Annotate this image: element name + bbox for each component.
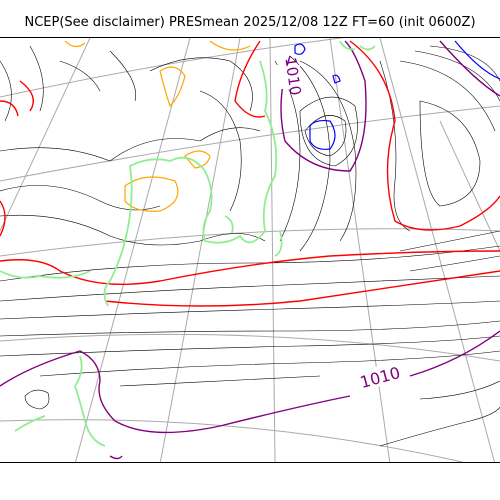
isobar-orange <box>124 176 179 212</box>
longitude-line <box>159 38 241 462</box>
coastlines <box>0 40 376 447</box>
isobar-red <box>349 40 500 231</box>
isobar <box>399 230 500 252</box>
isobar <box>0 45 137 122</box>
chart-title: NCEP(See disclaimer) PRESmean 2025/12/08… <box>24 15 476 30</box>
map-panel: 1010 1010 <box>0 37 500 463</box>
isobar <box>119 375 321 387</box>
isobar <box>199 90 242 212</box>
isobar <box>39 350 500 377</box>
longitude-line <box>269 38 276 462</box>
contour-label-1010: 1010 <box>281 56 304 96</box>
isobar <box>0 275 500 302</box>
isobar <box>299 60 357 242</box>
isobar <box>0 214 266 246</box>
isobar <box>0 185 161 211</box>
isobar-orange <box>184 150 211 169</box>
coastline <box>274 230 283 257</box>
isobars-orange <box>64 40 251 212</box>
latitude-line <box>0 333 500 362</box>
coastline <box>339 40 376 51</box>
longitude-line <box>439 120 500 252</box>
coastline <box>103 60 278 307</box>
isobar <box>399 60 496 132</box>
isobar <box>24 389 50 410</box>
isobar <box>419 100 481 207</box>
isobar-blue <box>332 74 341 84</box>
longitude-line <box>329 38 391 462</box>
isobar-1010 <box>409 330 500 377</box>
isobar-blue <box>294 43 306 55</box>
contour-labels: 1010 1010 <box>272 56 406 392</box>
coastline <box>0 270 91 279</box>
isobar <box>0 245 500 282</box>
coastline <box>74 355 106 447</box>
isobar <box>0 335 500 357</box>
latitude-line <box>0 228 500 257</box>
isobar-red <box>0 80 34 117</box>
pressure-map: 1010 1010 <box>0 38 500 462</box>
isobars-blue <box>294 40 500 150</box>
isobar-red <box>0 200 6 237</box>
isobar-1010 <box>0 350 351 434</box>
isobar <box>149 57 253 112</box>
graticule <box>0 38 500 462</box>
isobar <box>379 396 500 447</box>
latitude-line <box>0 419 465 462</box>
isobar <box>0 127 261 162</box>
coastline <box>224 215 234 234</box>
isobar <box>304 115 347 157</box>
isobar-red <box>234 40 266 118</box>
isobar-orange <box>159 66 186 108</box>
isobar <box>409 255 500 272</box>
isobar <box>299 96 358 167</box>
isobars-red <box>0 40 500 307</box>
isobar-red <box>0 250 500 286</box>
isobar-orange <box>209 40 251 51</box>
isobar-blue <box>454 40 500 80</box>
isobar-blue <box>309 119 336 150</box>
longitude-line <box>379 38 495 462</box>
isobar <box>289 55 331 252</box>
isobar <box>429 45 500 82</box>
isobar <box>0 320 500 337</box>
isobar <box>379 60 411 232</box>
isobar-orange <box>64 40 86 48</box>
isobars-1010 <box>0 40 500 460</box>
longitude-line <box>75 38 191 462</box>
isobar-red <box>104 270 500 307</box>
longitude-line <box>0 38 91 232</box>
coastline <box>14 415 46 432</box>
isobar <box>414 50 500 102</box>
isobar <box>419 380 500 400</box>
isobar-1010 <box>439 40 500 97</box>
contour-label-1010: 1010 <box>358 363 402 392</box>
isobar <box>0 300 500 320</box>
isobar-1010 <box>280 40 367 172</box>
isobar-1010 <box>109 455 123 460</box>
latitude-line <box>0 105 500 182</box>
